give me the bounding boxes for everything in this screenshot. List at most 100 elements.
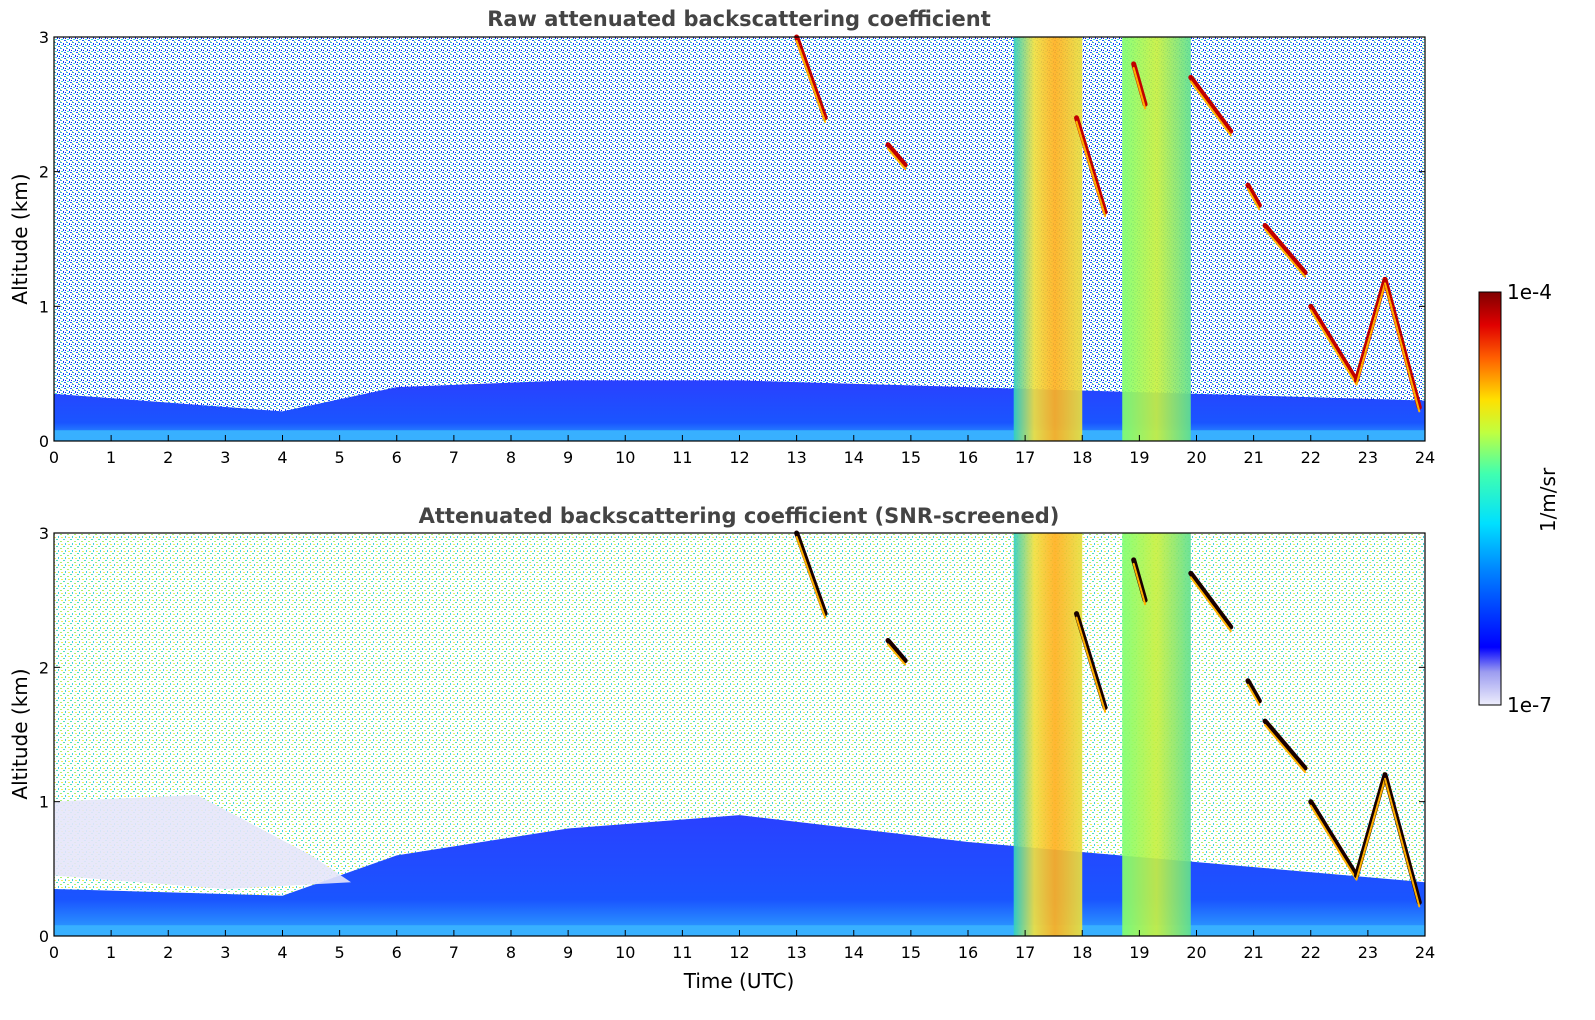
- x-tick-label: 18: [1072, 943, 1092, 962]
- cloud-layer-edge: [795, 40, 827, 123]
- precipitation-column: [1122, 37, 1191, 441]
- y-axis-label: Altitude (km): [8, 173, 32, 304]
- y-tick-label: 0: [39, 432, 49, 451]
- cloud-layer-edge: [1264, 724, 1307, 774]
- colorbar-max-label: 1e-4: [1507, 280, 1552, 304]
- cloud-layer: [1262, 223, 1308, 276]
- x-tick-label: 0: [49, 448, 59, 467]
- precipitation-column: [1013, 37, 1083, 441]
- cloud-layer: [1131, 61, 1148, 107]
- x-tick-label: 12: [729, 943, 749, 962]
- x-tick-label: 12: [729, 448, 749, 467]
- cloud-layer: [794, 34, 828, 121]
- cloud-layer: [1353, 772, 1388, 879]
- x-tick-label: 5: [335, 448, 345, 467]
- colorbar-gradient: [1478, 291, 1502, 706]
- x-tick-label: 19: [1129, 943, 1149, 962]
- x-axis: 0 1 2 3 4 5 6 7 8 9 10 11 12 13 14 15 16 17 18 19 20 21 22 23 24: [49, 435, 1435, 467]
- y-tick-label: 3: [39, 28, 49, 47]
- x-tick-label: 11: [672, 448, 692, 467]
- x-axis-label: Time (UTC): [683, 969, 795, 993]
- panel-snr-screened: Attenuated backscattering coefficient (S…: [8, 504, 1435, 993]
- cloud-layer-edge: [1132, 562, 1147, 606]
- cloud-layer: [1262, 718, 1308, 771]
- x-tick-label: 6: [392, 943, 402, 962]
- x-tick-label: 19: [1129, 448, 1149, 467]
- cloud-layer: [1308, 303, 1359, 383]
- cloud-layer: [1074, 611, 1108, 711]
- cloud-layer-edge: [1246, 683, 1261, 706]
- x-tick-label: 16: [958, 448, 978, 467]
- x-tick-label: 3: [220, 448, 230, 467]
- colorbar-unit-label: 1/m/sr: [1536, 467, 1560, 532]
- x-tick-label: 21: [1243, 448, 1263, 467]
- x-tick-label: 7: [449, 448, 459, 467]
- y-tick-label: 3: [39, 524, 49, 543]
- y-tick-label: 0: [39, 927, 49, 946]
- background-noise: [54, 37, 1425, 441]
- x-tick-label: 5: [335, 943, 345, 962]
- x-tick-label: 1: [106, 943, 116, 962]
- x-tick-label: 21: [1243, 943, 1263, 962]
- y-tick-label: 2: [39, 163, 49, 182]
- x-tick-label: 22: [1301, 448, 1321, 467]
- x-tick-label: 23: [1358, 448, 1378, 467]
- cloud-layer: [885, 142, 908, 168]
- cloud-layer-edge: [1189, 80, 1232, 137]
- cloud-layer: [1245, 678, 1262, 704]
- x-tick-label: 2: [163, 943, 173, 962]
- x-tick-label: 3: [220, 943, 230, 962]
- x-tick-label: 17: [1015, 943, 1035, 962]
- cloud-layer-edge: [1309, 804, 1358, 881]
- x-tick-label: 9: [563, 943, 573, 962]
- colorbar-min-label: 1e-7: [1507, 693, 1552, 717]
- cloud-layer-edge: [1189, 576, 1232, 633]
- x-tick-label: 20: [1186, 448, 1206, 467]
- cloud-layer: [794, 530, 828, 617]
- cloud-layer: [1188, 570, 1234, 630]
- y-axis-label: Altitude (km): [8, 668, 32, 799]
- precipitation-column: [1122, 533, 1191, 936]
- y-tick-label: 1: [39, 793, 49, 812]
- y-axis: 0 1 2 3: [39, 524, 1425, 946]
- cloud-layer-edge: [1355, 777, 1387, 881]
- cloud-layer-edge: [1384, 282, 1421, 413]
- x-tick-label: 20: [1186, 943, 1206, 962]
- x-tick-label: 9: [563, 448, 573, 467]
- y-tick-label: 1: [39, 297, 49, 316]
- x-tick-label: 0: [49, 943, 59, 962]
- x-tick-label: 10: [615, 448, 635, 467]
- x-tick-label: 24: [1415, 448, 1435, 467]
- cloud-layer-edge: [1132, 66, 1147, 110]
- colorbar: 1e-4 1e-7 1/m/sr: [1478, 280, 1560, 717]
- x-tick-label: 14: [844, 943, 864, 962]
- x-tick-label: 15: [901, 943, 921, 962]
- x-tick-label: 15: [901, 448, 921, 467]
- x-tick-label: 13: [786, 943, 806, 962]
- y-tick-label: 2: [39, 658, 49, 677]
- x-tick-label: 11: [672, 943, 692, 962]
- x-tick-label: 10: [615, 943, 635, 962]
- x-tick-label: 8: [506, 943, 516, 962]
- cloud-layer: [1382, 772, 1422, 905]
- cloud-layer-edge: [1309, 309, 1358, 386]
- x-tick-label: 22: [1301, 943, 1321, 962]
- x-tick-label: 24: [1415, 943, 1435, 962]
- chart-title: Raw attenuated backscattering coefficien…: [487, 7, 991, 31]
- x-tick-label: 16: [958, 943, 978, 962]
- cloud-layer-edge: [1075, 616, 1107, 713]
- screened-low-snr-region: [54, 794, 352, 889]
- x-tick-label: 4: [277, 943, 287, 962]
- cloud-layer-edge: [1264, 228, 1307, 278]
- precipitation-column: [1013, 533, 1083, 936]
- cloud-layer: [1188, 74, 1234, 134]
- x-tick-label: 7: [449, 943, 459, 962]
- x-tick-label: 4: [277, 448, 287, 467]
- cloud-layer-edge: [1246, 188, 1261, 211]
- x-tick-label: 18: [1072, 448, 1092, 467]
- x-tick-label: 2: [163, 448, 173, 467]
- cloud-layer: [1308, 799, 1359, 879]
- cloud-layer-edge: [1355, 282, 1387, 386]
- x-tick-label: 23: [1358, 943, 1378, 962]
